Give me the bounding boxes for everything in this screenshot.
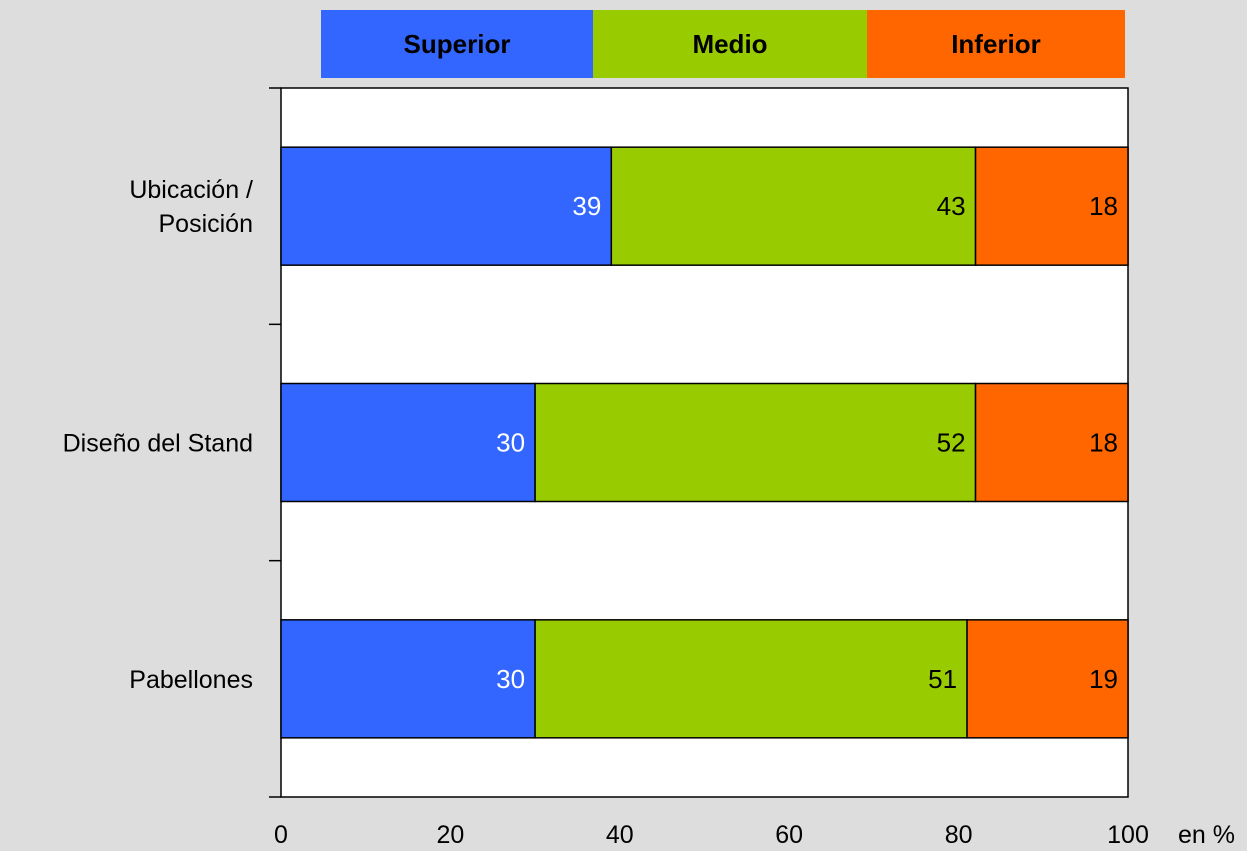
data-label: 19 — [1089, 664, 1118, 694]
legend-item-medio: Medio — [593, 10, 867, 78]
x-tick-label: 80 — [945, 821, 973, 849]
bar-medio-2 — [534, 619, 968, 739]
category-label: Pabellones — [129, 666, 253, 694]
bar-superior-0 — [280, 146, 613, 266]
category-label: Posición — [159, 210, 254, 238]
data-label: 39 — [572, 191, 601, 221]
x-tick-label: 40 — [606, 821, 634, 849]
bar-medio-1 — [534, 382, 977, 503]
bar-inferior-2 — [966, 619, 1129, 739]
legend: Superior Medio Inferior — [321, 10, 1125, 78]
data-label: 51 — [928, 664, 957, 694]
x-unit-label: en % — [1178, 821, 1235, 849]
category-label: Diseño del Stand — [63, 430, 253, 458]
bar-inferior-0 — [974, 146, 1129, 266]
data-label: 18 — [1089, 191, 1118, 221]
data-label: 30 — [496, 664, 525, 694]
data-label: 52 — [937, 428, 966, 458]
x-tick-label: 0 — [274, 821, 288, 849]
x-tick-label: 60 — [775, 821, 803, 849]
bar-inferior-1 — [974, 382, 1129, 503]
bar-medio-0 — [610, 146, 977, 266]
data-label: 43 — [937, 191, 966, 221]
data-label: 30 — [496, 428, 525, 458]
x-tick-label: 100 — [1107, 821, 1149, 849]
category-label: Ubicación / — [129, 176, 253, 204]
legend-item-inferior: Inferior — [867, 10, 1125, 78]
data-label: 18 — [1089, 428, 1118, 458]
legend-item-superior: Superior — [321, 10, 593, 78]
x-tick-label: 20 — [436, 821, 464, 849]
bar-superior-1 — [280, 382, 536, 503]
